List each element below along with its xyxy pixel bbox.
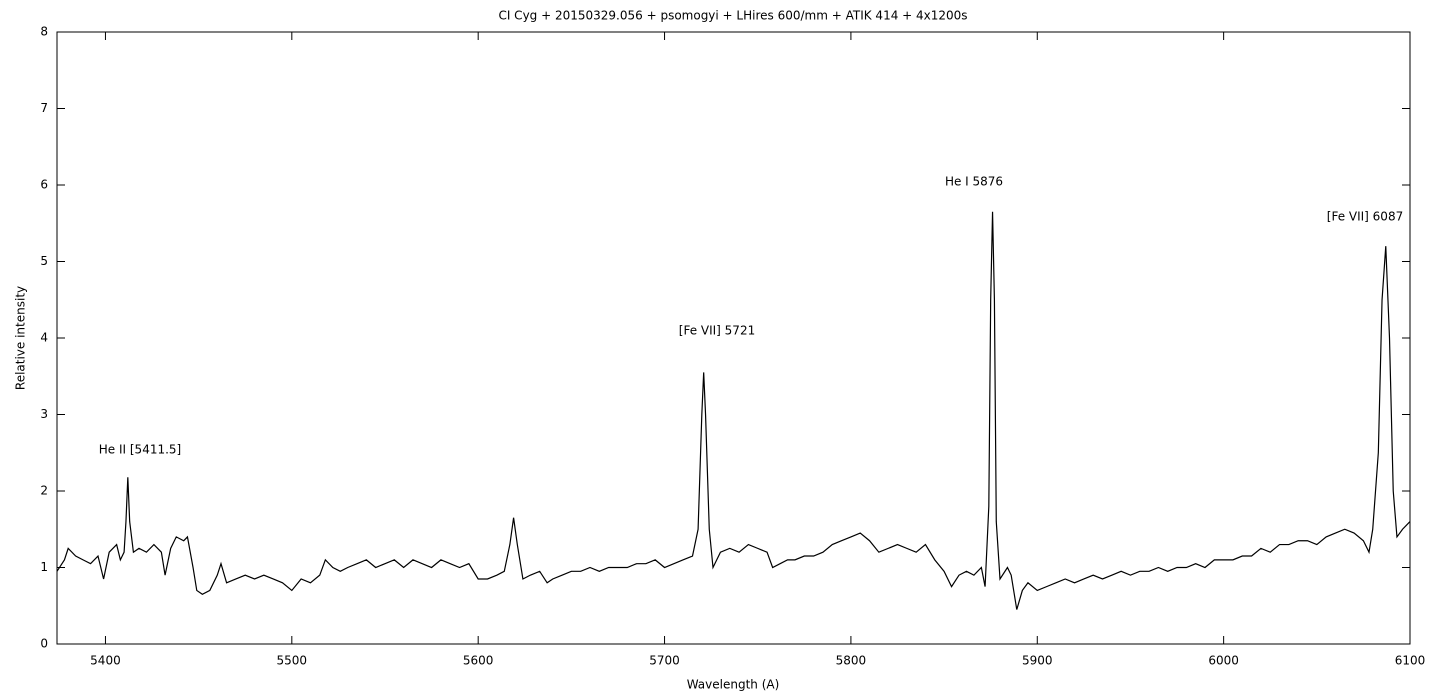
y-tick-label: 2 [40,484,48,498]
y-tick-label: 1 [40,560,48,574]
spectrum-line [56,211,1411,610]
x-tick-label: 5900 [1022,654,1053,668]
x-axis-label: Wavelength (A) [687,678,780,692]
x-tick-label: 5700 [649,654,680,668]
y-tick-label: 8 [40,25,48,39]
line-annotation: [Fe VII] 5721 [679,324,755,338]
plot-frame [56,31,1411,645]
line-annotation: [Fe VII] 6087 [1327,210,1403,224]
x-tick-label: 5400 [90,654,121,668]
x-tick-label: 5800 [836,654,867,668]
y-tick-label: 7 [40,101,48,115]
y-tick-label: 5 [40,254,48,268]
x-tick-label: 6100 [1395,654,1426,668]
y-tick-label: 6 [40,178,48,192]
x-tick-label: 5600 [463,654,494,668]
x-tick-label: 5500 [277,654,308,668]
y-tick-label: 0 [40,637,48,651]
y-tick-label: 3 [40,407,48,421]
y-tick-label: 4 [40,331,48,345]
line-annotation: He II [5411.5] [99,443,181,457]
x-tick-label: 6000 [1208,654,1239,668]
y-axis-label: Relative intensity [14,286,28,390]
line-annotation: He I 5876 [945,175,1003,189]
chart-title: CI Cyg + 20150329.056 + psomogyi + LHire… [498,9,967,23]
